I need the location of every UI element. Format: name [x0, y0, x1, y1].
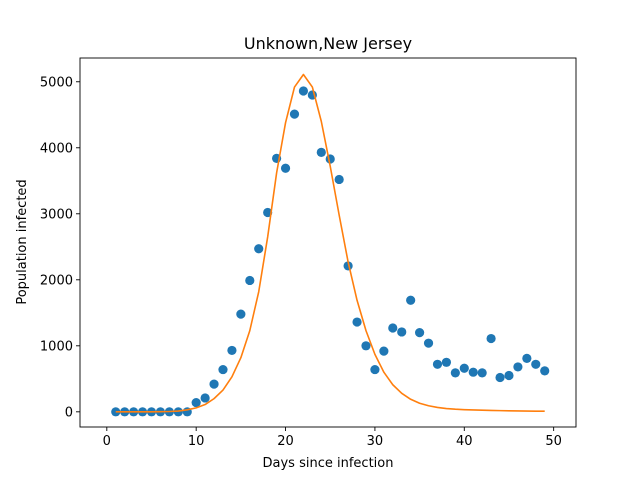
scatter-point [370, 364, 380, 375]
scatter-point [415, 328, 425, 338]
axes-frame [79, 57, 577, 428]
scatter-point [522, 353, 532, 363]
scatter-point [432, 359, 443, 369]
scatter-point [459, 363, 469, 373]
x-tick-label: 20 [277, 434, 294, 449]
scatter-point [334, 174, 344, 185]
scatter-point [468, 367, 478, 377]
scatter-point [289, 109, 300, 119]
scatter-point [352, 317, 362, 327]
x-tick-label: 10 [188, 434, 205, 449]
scatter-point [379, 346, 389, 356]
y-tick-label: 0 [65, 405, 73, 420]
series-line [115, 73, 545, 413]
scatter-point [343, 261, 353, 271]
y-tick-label: 4000 [40, 141, 73, 156]
scatter-point [486, 333, 496, 344]
scatter-point [423, 338, 434, 348]
scatter-point [495, 372, 505, 383]
scatter-point [191, 397, 201, 408]
scatter-point [513, 362, 523, 372]
plot-area: 0 10 20 30 40 50 0 1000 2000 3000 4000 5000 [40, 57, 577, 449]
scatter-point [280, 163, 291, 173]
scatter-point [254, 244, 264, 254]
scatter-point [397, 327, 407, 337]
scatter-point [406, 295, 416, 305]
y-tick-label: 3000 [40, 207, 73, 222]
y-tick-label: 2000 [40, 273, 73, 288]
x-tick-label: 0 [103, 434, 111, 449]
scatter-point [298, 86, 309, 96]
scatter-point [236, 309, 246, 319]
y-axis-label: Population infected [15, 179, 30, 304]
x-tick-label: 50 [545, 434, 562, 449]
x-axis-label: Days since infection [263, 456, 394, 471]
x-tick-label: 40 [456, 434, 473, 449]
scatter-point [540, 366, 550, 376]
scatter-point [209, 379, 219, 389]
scatter-point [450, 368, 460, 378]
y-tick-label: 5000 [40, 75, 73, 90]
scatter-point [531, 359, 541, 369]
x-tick-label: 30 [367, 434, 384, 449]
scatter-point [477, 368, 487, 378]
scatter-point [200, 393, 210, 403]
chart-title: Unknown,New Jersey [244, 34, 412, 53]
scatter-point [504, 370, 514, 381]
scatter-point [245, 275, 255, 286]
scatter-point [218, 364, 228, 375]
scatter-point [388, 323, 398, 333]
y-tick-label: 1000 [40, 339, 73, 354]
scatter-point [227, 345, 237, 356]
scatter-point [441, 357, 452, 367]
scatter-point [316, 147, 326, 157]
scatter-point [361, 341, 371, 351]
